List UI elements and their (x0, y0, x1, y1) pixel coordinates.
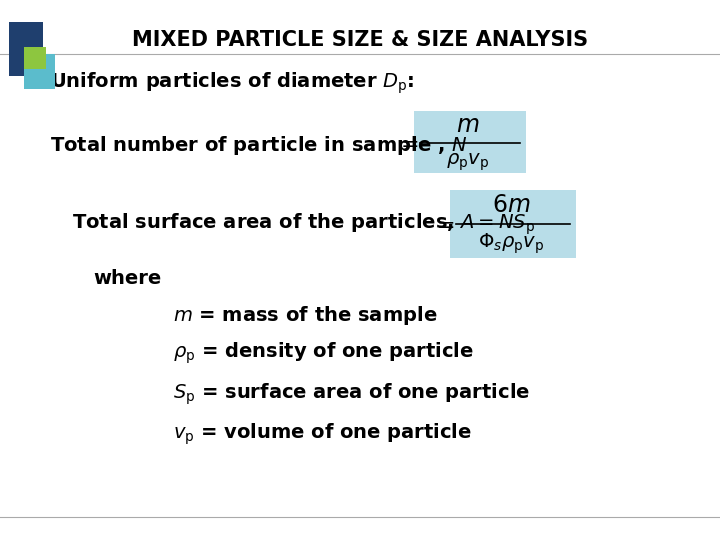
Bar (414, 111, 526, 173)
Text: $m$: $m$ (456, 113, 480, 137)
Bar (9, 22, 43, 76)
Text: $=$: $=$ (395, 133, 418, 153)
Text: where: where (94, 268, 162, 288)
Bar (450, 190, 576, 258)
Text: $\mathit{S}_{\mathrm{p}}$ = surface area of one particle: $\mathit{S}_{\mathrm{p}}$ = surface area… (173, 381, 530, 407)
Bar (24, 54, 55, 89)
Text: $6m$: $6m$ (492, 193, 531, 217)
Text: Total surface area of the particles, $\mathit{A} = \mathit{NS}_{\mathrm{p}}$: Total surface area of the particles, $\m… (72, 211, 535, 237)
Text: $\mathit{m}$ = mass of the sample: $\mathit{m}$ = mass of the sample (173, 305, 437, 327)
Text: $\mathit{\rho}_{\mathrm{p}}$ = density of one particle: $\mathit{\rho}_{\mathrm{p}}$ = density o… (173, 341, 474, 367)
Text: $\rho_{\mathrm{p}}v_{\mathrm{p}}$: $\rho_{\mathrm{p}}v_{\mathrm{p}}$ (446, 151, 490, 173)
Text: $\Phi_{s}\rho_{\mathrm{p}}v_{\mathrm{p}}$: $\Phi_{s}\rho_{\mathrm{p}}v_{\mathrm{p}}… (478, 232, 544, 256)
Text: $=$: $=$ (431, 214, 454, 234)
Text: Uniform particles of diameter $\mathit{D}_{\mathrm{p}}$:: Uniform particles of diameter $\mathit{D… (50, 71, 415, 97)
Text: Total number of particle in sample , $\mathit{N}$: Total number of particle in sample , $\m… (50, 134, 468, 157)
Text: MIXED PARTICLE SIZE & SIZE ANALYSIS: MIXED PARTICLE SIZE & SIZE ANALYSIS (132, 30, 588, 51)
Text: $\mathit{v}_{\mathrm{p}}$ = volume of one particle: $\mathit{v}_{\mathrm{p}}$ = volume of on… (173, 422, 472, 448)
Bar (24, 47, 46, 69)
